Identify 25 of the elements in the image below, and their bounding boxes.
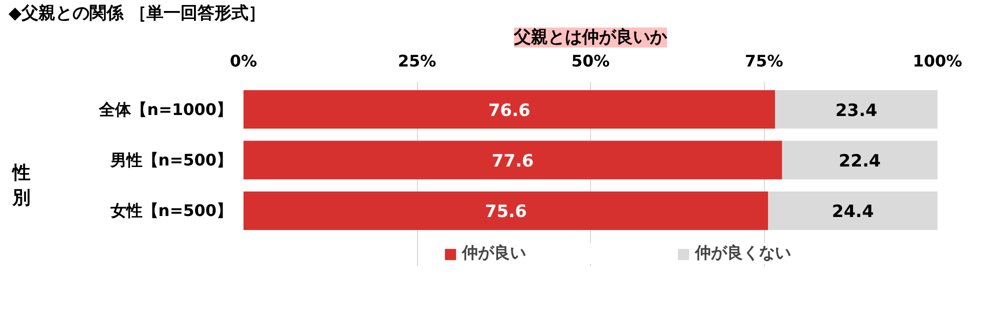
bar xyxy=(775,90,938,129)
y-tick-label: 女性【n=500】 xyxy=(109,201,233,220)
y-tick-label: 全体【n=1000】 xyxy=(98,100,232,119)
data-label: 76.6 xyxy=(488,100,530,121)
bar xyxy=(768,191,938,230)
data-label: 77.6 xyxy=(492,152,534,172)
bar xyxy=(244,191,768,230)
x-tick-label: 0% xyxy=(230,52,258,70)
data-label: 24.4 xyxy=(832,202,874,222)
bar xyxy=(244,90,776,129)
bar xyxy=(782,140,938,180)
legend-label: 仲が良くない xyxy=(695,243,791,264)
x-tick-label: 75% xyxy=(744,52,784,70)
text: 性別 xyxy=(12,162,30,209)
chart-title: ◆父親との関係 ［単一回答形式］ xyxy=(8,4,266,24)
legend-label: 仲が良い xyxy=(462,243,526,264)
x-tick-label: 25% xyxy=(398,52,436,70)
x-tick-label: 50% xyxy=(571,52,610,70)
data-label: 75.6 xyxy=(484,202,527,222)
bar xyxy=(244,140,782,180)
y-tick-label: 男性【n=500】 xyxy=(109,150,233,170)
x-tick-label: 100% xyxy=(912,52,962,70)
data-label: 22.4 xyxy=(838,152,881,172)
data-label: 23.4 xyxy=(835,100,878,121)
chart-subtitle: 父親とは仲が良いか xyxy=(513,28,668,48)
